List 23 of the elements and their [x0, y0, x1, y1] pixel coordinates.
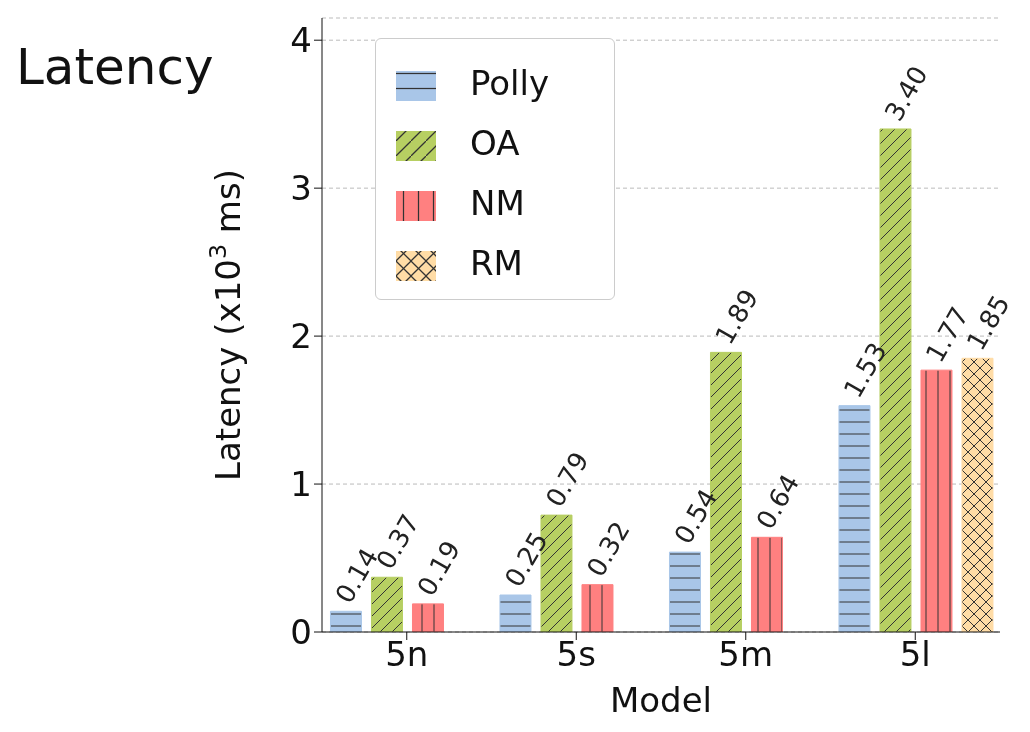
- x-tick-label: 5l: [899, 634, 931, 675]
- y-tick-label: 2: [290, 316, 312, 357]
- legend-label: Polly: [470, 63, 550, 103]
- legend-label: OA: [470, 123, 520, 163]
- x-tick-label: 5n: [385, 634, 429, 675]
- bar: [581, 584, 614, 632]
- bar: [750, 536, 783, 632]
- y-tick-label: 3: [290, 168, 312, 209]
- y-tick-label: 0: [290, 612, 312, 653]
- x-tick-label: 5m: [718, 634, 774, 675]
- bar: [499, 594, 532, 632]
- bar: [920, 369, 953, 632]
- legend-label: NM: [470, 183, 525, 223]
- x-axis-title: Model: [609, 680, 713, 720]
- y-tick-label: 1: [290, 464, 312, 505]
- bar: [838, 405, 871, 632]
- bar: [411, 603, 444, 632]
- x-tick-label: 5s: [556, 634, 596, 675]
- bar: [668, 551, 701, 632]
- chart-title: Latency: [16, 38, 214, 96]
- legend-label: RM: [470, 243, 523, 283]
- bar: [329, 610, 362, 632]
- y-tick-label: 4: [290, 20, 312, 61]
